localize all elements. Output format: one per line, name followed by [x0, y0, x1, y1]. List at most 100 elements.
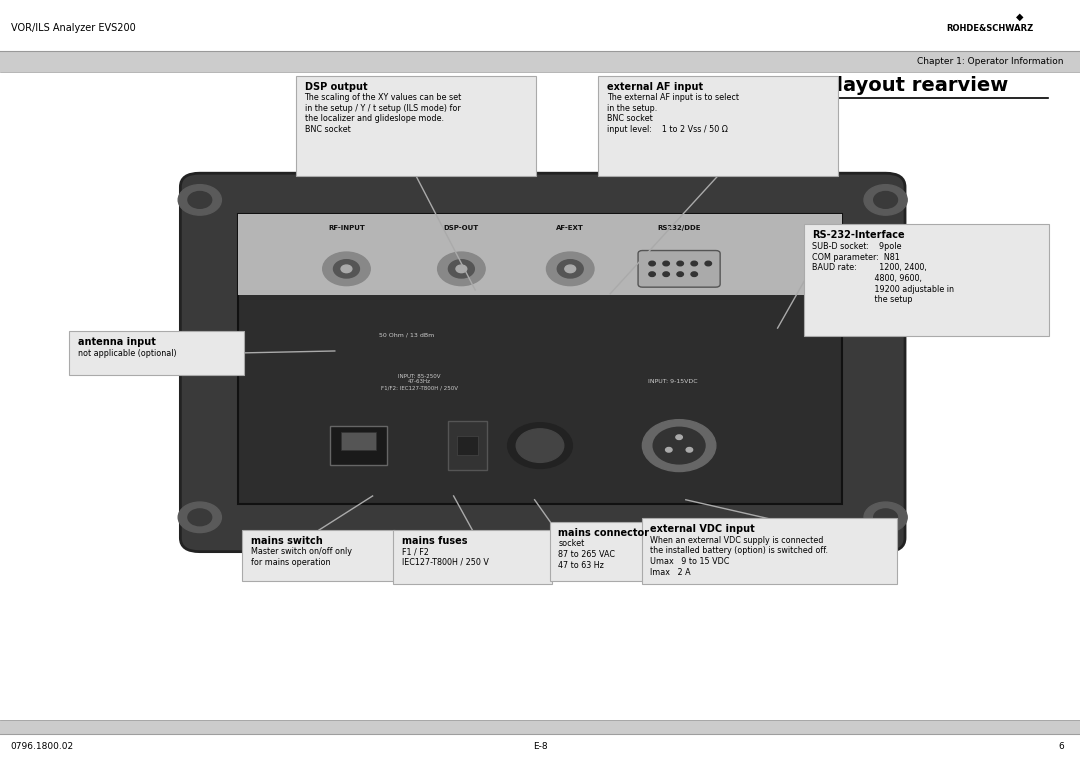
Text: Imax   2 A: Imax 2 A: [650, 568, 691, 577]
Text: the localizer and glideslope mode.: the localizer and glideslope mode.: [305, 114, 444, 124]
Text: COM parameter:  N81: COM parameter: N81: [812, 253, 900, 262]
FancyBboxPatch shape: [642, 518, 897, 584]
Text: SUB-D socket:    9pole: SUB-D socket: 9pole: [812, 242, 902, 251]
Circle shape: [864, 502, 907, 533]
Text: external AF input: external AF input: [607, 82, 703, 92]
Circle shape: [649, 261, 656, 266]
Bar: [238, 214, 842, 295]
Text: Chapter 1: Operator Information: Chapter 1: Operator Information: [917, 57, 1064, 66]
FancyBboxPatch shape: [242, 530, 395, 581]
Text: The scaling of the XY values can be set: The scaling of the XY values can be set: [305, 93, 462, 102]
Circle shape: [565, 265, 576, 272]
Bar: [0, 51, 1080, 72]
Text: mains switch: mains switch: [251, 536, 322, 546]
Text: 0796.1800.02: 0796.1800.02: [11, 742, 73, 751]
Circle shape: [448, 259, 474, 278]
Circle shape: [178, 502, 221, 533]
Bar: [457, 436, 478, 455]
Bar: [330, 426, 387, 465]
Text: 47 to 63 Hz: 47 to 63 Hz: [558, 561, 604, 570]
Circle shape: [663, 272, 670, 276]
Text: mains fuses: mains fuses: [402, 536, 468, 546]
Circle shape: [557, 259, 583, 278]
Text: F1 / F2: F1 / F2: [402, 547, 429, 556]
Text: When an external VDC supply is connected: When an external VDC supply is connected: [650, 536, 824, 545]
Circle shape: [676, 435, 683, 439]
Text: mains connector: mains connector: [558, 528, 649, 538]
Circle shape: [188, 192, 212, 208]
Text: for mains operation: for mains operation: [251, 558, 330, 567]
FancyBboxPatch shape: [296, 76, 536, 176]
Text: socket: socket: [558, 539, 584, 549]
Circle shape: [705, 261, 712, 266]
Circle shape: [665, 447, 672, 452]
Circle shape: [341, 265, 352, 272]
Text: in the setup.: in the setup.: [607, 104, 658, 113]
Circle shape: [653, 427, 705, 464]
Text: ROHDE&SCHWARZ: ROHDE&SCHWARZ: [946, 24, 1034, 33]
Text: ◆: ◆: [1016, 11, 1023, 22]
Circle shape: [686, 447, 692, 452]
Text: external VDC input: external VDC input: [650, 524, 755, 534]
Circle shape: [874, 192, 897, 208]
Circle shape: [546, 252, 594, 285]
Text: RF-INPUT: RF-INPUT: [328, 225, 365, 231]
Circle shape: [677, 261, 684, 266]
Text: 87 to 265 VAC: 87 to 265 VAC: [558, 550, 616, 559]
FancyBboxPatch shape: [69, 331, 244, 375]
FancyBboxPatch shape: [550, 522, 692, 581]
Text: AF-EXT: AF-EXT: [556, 225, 584, 231]
Circle shape: [508, 423, 572, 468]
FancyBboxPatch shape: [598, 76, 838, 176]
Text: Unit layout rearview: Unit layout rearview: [784, 76, 1009, 95]
FancyBboxPatch shape: [180, 173, 905, 552]
Text: BAUD rate:         1200, 2400,: BAUD rate: 1200, 2400,: [812, 263, 927, 272]
Text: BNC socket: BNC socket: [607, 114, 652, 124]
Circle shape: [178, 185, 221, 215]
FancyBboxPatch shape: [638, 250, 720, 287]
Text: DSP output: DSP output: [305, 82, 367, 92]
Bar: [341, 432, 376, 450]
Circle shape: [649, 272, 656, 276]
Circle shape: [188, 509, 212, 526]
Circle shape: [691, 261, 698, 266]
Circle shape: [334, 259, 360, 278]
Bar: [448, 421, 487, 470]
Text: input level:    1 to 2 Vss / 50 Ω: input level: 1 to 2 Vss / 50 Ω: [607, 125, 728, 134]
Circle shape: [516, 429, 564, 462]
Text: RS-232-Interface: RS-232-Interface: [812, 230, 905, 240]
FancyBboxPatch shape: [804, 224, 1049, 336]
Circle shape: [874, 509, 897, 526]
Text: 50 Ohm / 13 dBm: 50 Ohm / 13 dBm: [379, 333, 434, 338]
Text: Umax   9 to 15 VDC: Umax 9 to 15 VDC: [650, 557, 729, 566]
Bar: [0, 720, 1080, 734]
Text: RS232/DDE: RS232/DDE: [658, 225, 701, 231]
Text: 19200 adjustable in: 19200 adjustable in: [812, 285, 954, 294]
Text: IEC127-T800H / 250 V: IEC127-T800H / 250 V: [402, 558, 488, 567]
Circle shape: [691, 272, 698, 276]
Text: the setup: the setup: [812, 295, 913, 304]
Text: E-8: E-8: [532, 742, 548, 751]
Circle shape: [437, 252, 485, 285]
Text: BNC socket: BNC socket: [305, 125, 350, 134]
Circle shape: [323, 252, 370, 285]
Text: DSP-OUT: DSP-OUT: [444, 225, 480, 231]
Bar: [0, 0, 1080, 50]
Text: VOR/ILS Analyzer EVS200: VOR/ILS Analyzer EVS200: [11, 23, 136, 34]
Text: INPUT: 9-15VDC: INPUT: 9-15VDC: [648, 379, 698, 385]
Text: the installed battery (option) is switched off.: the installed battery (option) is switch…: [650, 546, 828, 555]
Bar: [238, 214, 842, 504]
Circle shape: [643, 420, 716, 472]
Text: not applicable (optional): not applicable (optional): [78, 349, 176, 358]
Text: Master switch on/off only: Master switch on/off only: [251, 547, 352, 556]
Circle shape: [663, 261, 670, 266]
Text: in the setup / Y / t setup (ILS mode) for: in the setup / Y / t setup (ILS mode) fo…: [305, 104, 460, 113]
Text: antenna input: antenna input: [78, 337, 156, 347]
Text: The external AF input is to select: The external AF input is to select: [607, 93, 739, 102]
Circle shape: [456, 265, 467, 272]
Text: 6: 6: [1058, 742, 1064, 751]
Text: 4800, 9600,: 4800, 9600,: [812, 274, 922, 283]
Circle shape: [677, 272, 684, 276]
Text: INPUT: 85-250V
47-63Hz
F1/F2: IEC127-T800H / 250V: INPUT: 85-250V 47-63Hz F1/F2: IEC127-T80…: [380, 374, 458, 390]
Circle shape: [864, 185, 907, 215]
